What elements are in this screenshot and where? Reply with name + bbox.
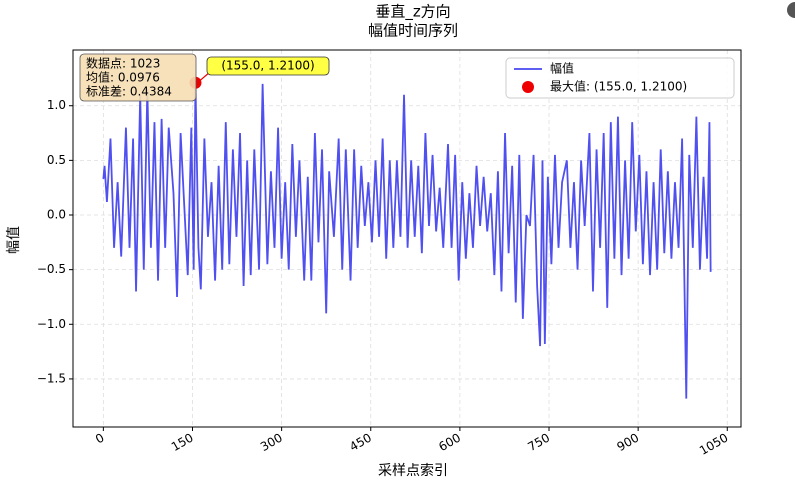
plot-frame [72,49,742,428]
y-tick-label: −1.5 [37,371,66,385]
y-tick-label: −1.0 [37,317,66,331]
y-tick-label: 0.5 [47,153,66,167]
window-control [787,2,795,18]
legend-marker [522,81,534,93]
x-tick-label: 0 [93,431,107,447]
x-tick-label: 750 [525,431,552,455]
x-tick-label: 300 [258,431,285,455]
annotation-box [206,56,330,76]
legend-box [505,57,735,99]
annotation-text: (155.0, 1.2100) [221,59,314,73]
legend-label: 最大值: (155.0, 1.2100) [550,79,687,94]
chart-title: 垂直_z方向 [375,3,450,22]
stats-box [79,53,197,102]
y-tick-label: 0.0 [47,208,66,222]
y-tick-label: −0.5 [37,262,66,276]
chart-subtitle: 幅值时间序列 [368,22,458,40]
stats-text: 均值: 0.0976 [86,70,160,85]
stats-text: 标准差: 0.4384 [86,85,172,99]
x-tick-label: 900 [615,431,642,455]
legend-label: 幅值 [550,61,574,76]
data-line [102,82,712,399]
x-tick-label: 600 [436,431,463,455]
y-tick-label: 1.0 [47,98,66,112]
x-axis-label: 采样点索引 [378,462,448,479]
x-tick-label: 450 [347,431,374,455]
y-axis-label: 幅值 [6,226,22,254]
x-tick-label: 150 [169,431,196,455]
x-tick-label: 1050 [697,431,730,458]
stats-text: 数据点: 1023 [86,56,160,71]
